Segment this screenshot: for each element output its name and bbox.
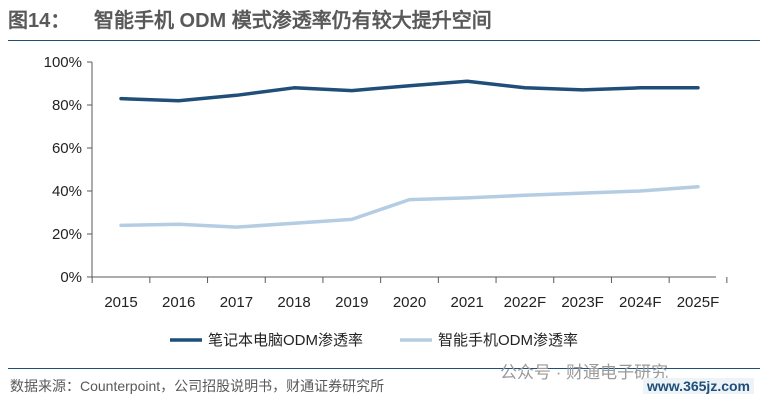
y-tick-label: 40% xyxy=(52,183,82,200)
source-note: 数据来源：Counterpoint，公司招股说明书，财通证券研究所 xyxy=(10,378,385,394)
x-tick-label: 2025F xyxy=(677,294,720,311)
x-tick-label: 2020 xyxy=(393,294,426,311)
y-tick-label: 20% xyxy=(52,226,82,243)
title-divider xyxy=(8,40,760,41)
x-tick-label: 2017 xyxy=(220,294,253,311)
x-tick-label: 2023F xyxy=(561,294,604,311)
watermark: 公众号 · 财通电子研究 xyxy=(500,363,669,382)
y-tick-label: 60% xyxy=(52,140,82,157)
series-line-2 xyxy=(119,184,700,229)
x-tick-label: 2021 xyxy=(451,294,484,311)
watermark-url: www.365jz.com xyxy=(643,378,754,394)
legend-label-1: 笔记本电脑ODM渗透率 xyxy=(208,332,363,349)
x-tick-label: 2018 xyxy=(277,294,310,311)
x-tick-label: 2016 xyxy=(162,294,195,311)
series-layer xyxy=(119,79,700,229)
x-tick-label: 2019 xyxy=(335,294,368,311)
y-axis: 0% 20% 40% 60% 80% 100% xyxy=(44,54,93,286)
figure-title-text: 智能手机 ODM 模式渗透率仍有较大提升空间 xyxy=(94,10,492,32)
footer-divider xyxy=(8,368,760,369)
x-tick-label: 2024F xyxy=(619,294,662,311)
line-chart: 0%20%40%60%80%100% 2015 2016 2017 2018 2019 2… xyxy=(44,54,728,349)
x-tick-label: 2015 xyxy=(104,294,137,311)
figure-label: 图14： xyxy=(8,10,71,32)
legend: 笔记本电脑ODM渗透率 智能手机ODM渗透率 xyxy=(170,331,578,349)
legend-label-2: 智能手机ODM渗透率 xyxy=(438,331,578,349)
figure-title: 图14： 智能手机 ODM 模式渗透率仍有较大提升空间 xyxy=(8,6,492,36)
x-axis: 2015 2016 2017 2018 2019 2020 2021 2022F 2023F 20… xyxy=(91,276,728,311)
y-tick-label: 80% xyxy=(52,97,82,114)
x-tick-label: 2022F xyxy=(504,294,547,311)
y-tick-label: 100% xyxy=(44,54,82,71)
y-tick-label: 0% xyxy=(60,269,82,286)
series-line-1 xyxy=(119,79,700,103)
